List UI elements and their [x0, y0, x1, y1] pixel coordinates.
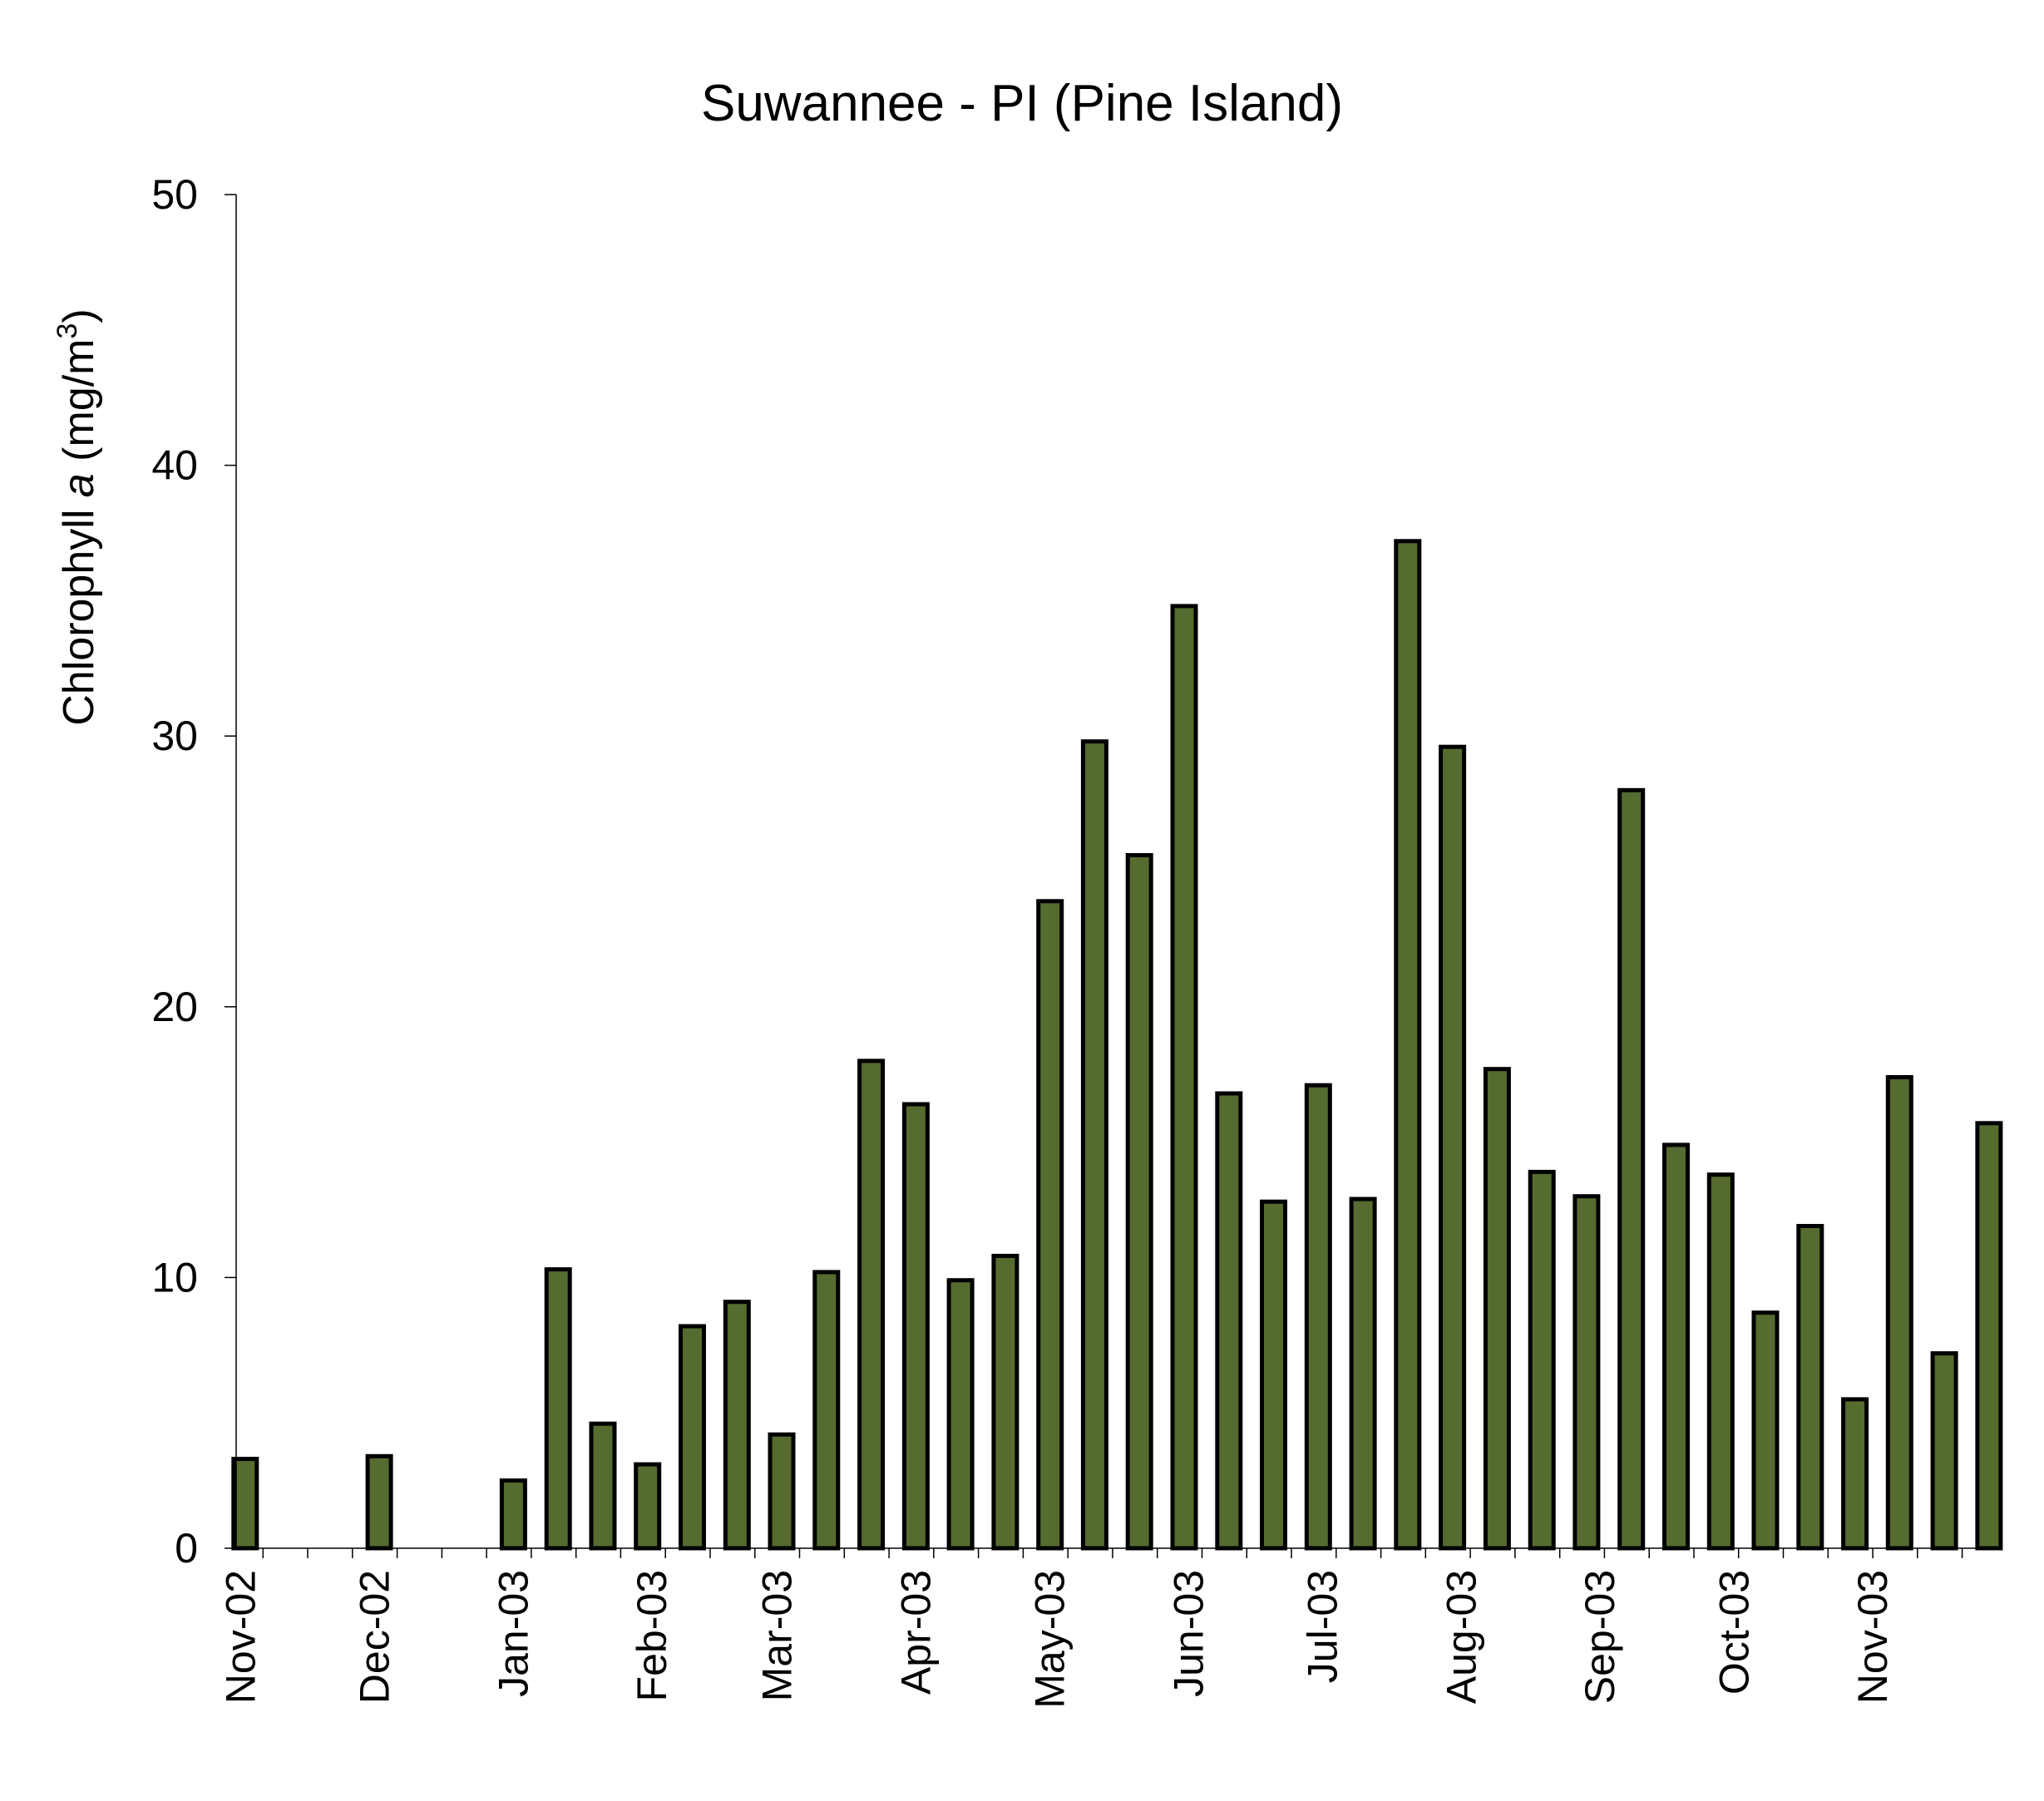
bar-2003-10-18 — [1796, 1224, 1824, 1551]
bar-2003-05-11 — [1080, 739, 1108, 1551]
bar-2003-04-21 — [991, 1253, 1020, 1551]
bar-2003-10-28 — [1841, 1397, 1869, 1551]
y-axis-label-italic: a — [55, 473, 103, 497]
y-tick-label-40: 40 — [151, 442, 198, 489]
bar-2003-01-11 — [544, 1267, 572, 1551]
x-tick-label-Feb-03: Feb-03 — [629, 1570, 675, 1701]
bar-2002-11-02 — [231, 1457, 259, 1551]
y-tick-label-20: 20 — [151, 984, 198, 1030]
x-tick-label-Oct-03: Oct-03 — [1711, 1570, 1757, 1695]
x-tick-label-Aug-03: Aug-03 — [1438, 1570, 1484, 1704]
bar-2003-07-20 — [1394, 539, 1422, 1551]
bar-2003-08-29 — [1572, 1194, 1601, 1551]
x-tick-label-Jul-03: Jul-03 — [1300, 1570, 1346, 1683]
bar-2003-03-02 — [768, 1432, 796, 1551]
bar-2003-04-01 — [901, 1102, 930, 1551]
y-tick-label-50: 50 — [151, 171, 198, 218]
bar-2003-06-10 — [1215, 1091, 1243, 1551]
bar-2003-01-31 — [634, 1462, 662, 1551]
bar-2003-01-01 — [499, 1478, 527, 1551]
bar-2003-08-09 — [1483, 1067, 1511, 1551]
bar-2002-12-02 — [365, 1453, 393, 1551]
x-ticks-group: Nov-02 Dec-02 Jan-03 Feb-03 Mar-03 Apr-03 May-… — [217, 1570, 1896, 1709]
y-axis-label-close: ) — [55, 308, 103, 323]
y-axis-label-text: Chlorophyll — [55, 497, 103, 726]
y-axis-label-superscript: 3 — [52, 323, 83, 339]
y-ticks-group: 0 10 20 30 40 50 — [151, 171, 236, 1572]
bar-2003-04-11 — [946, 1278, 975, 1551]
bar-2003-09-28 — [1706, 1172, 1735, 1551]
bar-2003-11-07 — [1885, 1075, 1913, 1551]
x-tick-label-Sep-03: Sep-03 — [1577, 1570, 1623, 1704]
bar-2003-08-19 — [1528, 1169, 1556, 1551]
bar-2003-09-18 — [1662, 1142, 1690, 1551]
bar-2003-03-12 — [812, 1270, 841, 1551]
bar-2003-07-30 — [1439, 744, 1467, 1551]
x-tick-label-Jun-03: Jun-03 — [1165, 1570, 1212, 1697]
bar-2003-02-20 — [723, 1300, 751, 1551]
x-tick-label-Dec-02: Dec-02 — [352, 1570, 398, 1704]
bar-2003-03-22 — [857, 1058, 886, 1551]
x-tick-label-Apr-03: Apr-03 — [892, 1570, 939, 1695]
x-tick-label-Nov-03: Nov-03 — [1849, 1570, 1896, 1704]
bars-group — [231, 539, 2003, 1551]
bar-2003-06-30 — [1304, 1083, 1332, 1551]
y-tick-label-30: 30 — [151, 713, 198, 759]
bar-2003-09-08 — [1617, 787, 1646, 1551]
bar-2003-01-21 — [589, 1421, 617, 1551]
bar-2003-11-27 — [1975, 1121, 2003, 1551]
y-axis-label-unit: (mg/m — [55, 338, 103, 473]
bar-2003-05-31 — [1170, 604, 1198, 1551]
chart-title: Suwannee - PI (Pine Island) — [701, 75, 1343, 132]
x-tick-label-Nov-02: Nov-02 — [217, 1570, 264, 1704]
bar-2003-11-17 — [1930, 1351, 1958, 1551]
x-tick-label-Mar-03: Mar-03 — [754, 1570, 801, 1701]
bar-2003-06-20 — [1260, 1199, 1287, 1551]
y-tick-label-10: 10 — [151, 1254, 198, 1300]
bar-2003-07-10 — [1349, 1197, 1377, 1551]
y-tick-label-0: 0 — [175, 1525, 198, 1572]
x-tick-label-May-03: May-03 — [1027, 1570, 1074, 1709]
bar-2003-02-10 — [679, 1324, 706, 1551]
y-axis-label: Chlorophyll a (mg/m3) — [52, 308, 103, 726]
bar-2003-05-21 — [1125, 853, 1153, 1551]
bar-2003-10-08 — [1751, 1310, 1780, 1551]
axes-group — [235, 195, 2002, 1558]
bar-2003-05-01 — [1036, 899, 1064, 1551]
x-tick-label-Jan-03: Jan-03 — [490, 1570, 536, 1697]
